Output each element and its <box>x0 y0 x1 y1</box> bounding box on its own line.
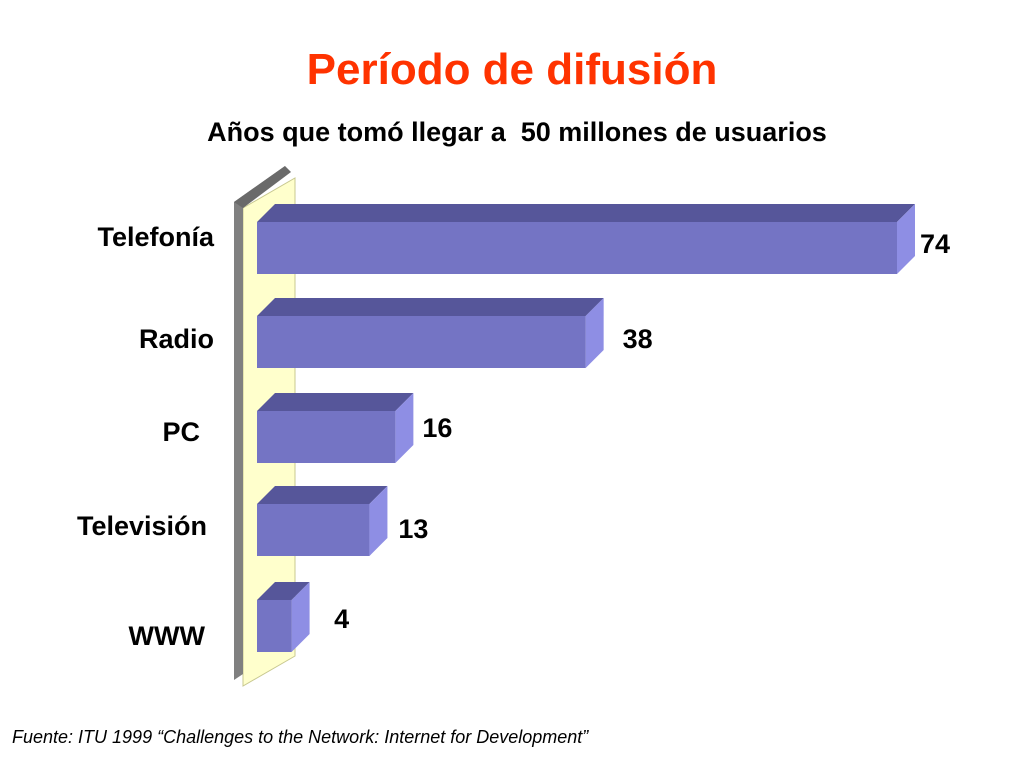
value-label: 38 <box>623 324 653 354</box>
bar-front-face <box>257 222 897 274</box>
bar-telefonia <box>257 204 915 274</box>
value-label: 74 <box>920 229 950 259</box>
value-label: 13 <box>398 514 428 544</box>
chart-wall-edge <box>234 166 291 208</box>
bar-front-face <box>257 504 370 556</box>
category-labels: Telefonía Radio PC Televisión WWW <box>77 222 215 651</box>
bar-front-face <box>257 316 586 368</box>
bar-television <box>257 486 388 556</box>
bar-top-face <box>257 298 604 316</box>
category-label: PC <box>162 417 200 447</box>
value-label: 4 <box>334 604 349 634</box>
bar-radio <box>257 298 604 368</box>
bar-top-face <box>257 393 414 411</box>
value-labels: 74 38 16 13 4 <box>334 229 950 634</box>
bar-front-face <box>257 411 396 463</box>
slide-title: Período de difusión <box>306 45 718 94</box>
chart-side-wall <box>234 166 285 680</box>
bar-side-face <box>395 393 414 463</box>
value-label: 16 <box>422 413 452 443</box>
bar-side-face <box>585 298 604 368</box>
slide-subtitle: Años que tomó llegar a 50 millones de us… <box>207 117 827 147</box>
bar-side-face <box>897 204 915 274</box>
category-label: Radio <box>139 324 214 354</box>
bar-side-face <box>369 486 388 556</box>
bar-top-face <box>257 486 388 504</box>
category-label: Telefonía <box>97 222 215 252</box>
bar-pc <box>257 393 414 463</box>
bar-top-face <box>257 582 310 600</box>
bar-www <box>257 582 310 652</box>
category-label: WWW <box>129 621 206 651</box>
category-label: Televisión <box>77 511 207 541</box>
source-note: Fuente: ITU 1999 “Challenges to the Netw… <box>12 727 589 747</box>
bar-side-face <box>291 582 310 652</box>
bar-top-face <box>257 204 915 222</box>
chart-bars <box>257 204 915 652</box>
bar-front-face <box>257 600 292 652</box>
